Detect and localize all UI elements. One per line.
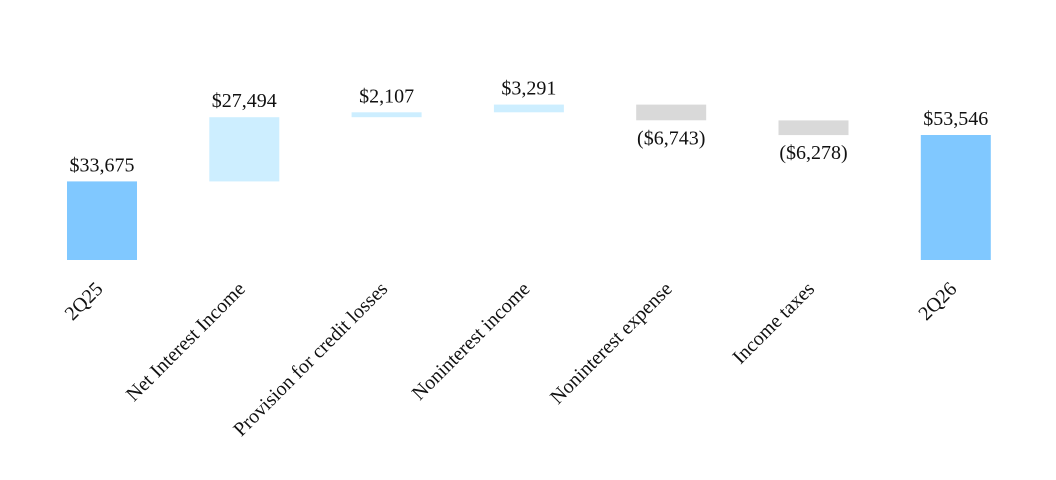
bar-4	[636, 104, 707, 121]
value-label-6: $53,546	[923, 108, 988, 130]
tick-label-3: Noninterest income	[408, 278, 535, 405]
tick-label-1: Net Interest Income	[122, 278, 250, 406]
bar-2	[351, 112, 422, 118]
value-label-1: $27,494	[212, 90, 277, 112]
value-label-4: ($6,743)	[637, 127, 705, 149]
value-label-2: $2,107	[359, 85, 414, 107]
bar-3	[493, 104, 564, 113]
value-label-0: $33,675	[70, 154, 135, 176]
tick-label-0: 2Q25	[61, 278, 108, 325]
bar-5	[778, 120, 849, 136]
tick-label-5: Income taxes	[728, 278, 819, 369]
bar-1	[209, 117, 280, 182]
bar-6	[920, 135, 991, 260]
value-label-5: ($6,278)	[779, 142, 847, 164]
tick-label-2: Provision for credit losses	[229, 278, 392, 441]
bar-0	[67, 181, 137, 260]
tick-label-4: Noninterest expense	[546, 278, 677, 409]
value-label-3: $3,291	[501, 78, 556, 100]
tick-label-6: 2Q26	[914, 278, 961, 325]
